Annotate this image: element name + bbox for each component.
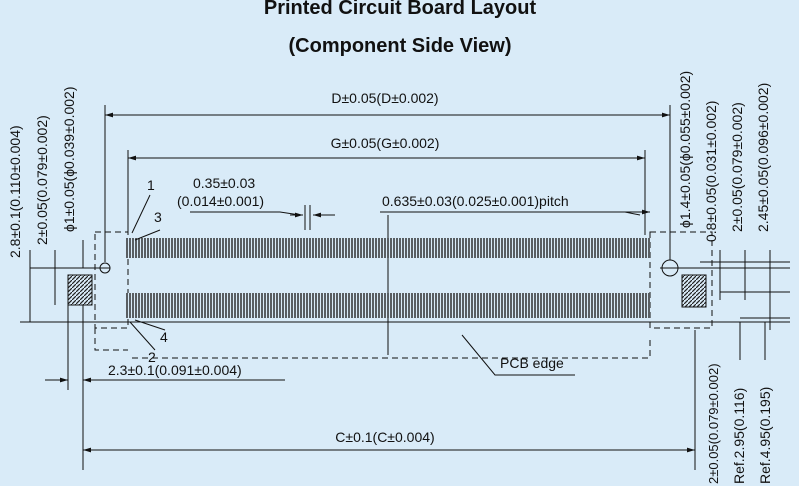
pin-label: 4 (160, 329, 168, 345)
vertical-dim: 2±0.05(0.079±0.002) (34, 115, 50, 245)
vertical-dim: ϕ1.4±0.05(ϕ0.055±0.002) (677, 71, 693, 228)
vertical-dim: 2.45±0.05(0.096±0.002) (755, 83, 771, 232)
pin-label: 2 (148, 349, 156, 365)
vertical-dim: 2.8±0.1(0.110±0.004) (7, 125, 23, 258)
pin-label: 1 (147, 177, 155, 193)
pin-label: 3 (154, 209, 162, 225)
pads (67, 238, 707, 318)
dim-offset: 2.3±0.1(0.091±0.004) (108, 362, 242, 378)
subtitle: (Component Side View) (289, 35, 512, 57)
labels: D±0.05(D±0.002) G±0.05(G±0.002) 0.35±0.0… (7, 71, 773, 484)
outline (20, 215, 790, 359)
dim-d: D±0.05(D±0.002) (331, 90, 438, 106)
title: Printed Circuit Board Layout (264, 0, 537, 19)
vertical-dim: ϕ1±0.05(ϕ0.039±0.002) (61, 87, 77, 232)
pad-width-in: (0.014±0.001) (177, 193, 264, 209)
vertical-dim: 0.8±0.05(0.031±0.002) (703, 101, 719, 242)
vertical-dim: 2±0.05(0.079±0.002) (729, 102, 745, 232)
dim-g: G±0.05(G±0.002) (331, 135, 440, 151)
dimension-lines (29, 105, 771, 470)
vertical-dim: Ref.4.95(0.195) (757, 387, 773, 484)
vertical-dim: Ref.2.95(0.116) (731, 388, 747, 484)
dim-c: C±0.1(C±0.004) (335, 429, 434, 445)
vertical-dim: 2±0.05(0.079±0.002) (706, 363, 721, 484)
pitch: 0.635±0.03(0.025±0.001)pitch (382, 193, 569, 209)
pad-width-mm: 0.35±0.03 (193, 175, 255, 191)
pcb-edge: PCB edge (500, 355, 564, 371)
